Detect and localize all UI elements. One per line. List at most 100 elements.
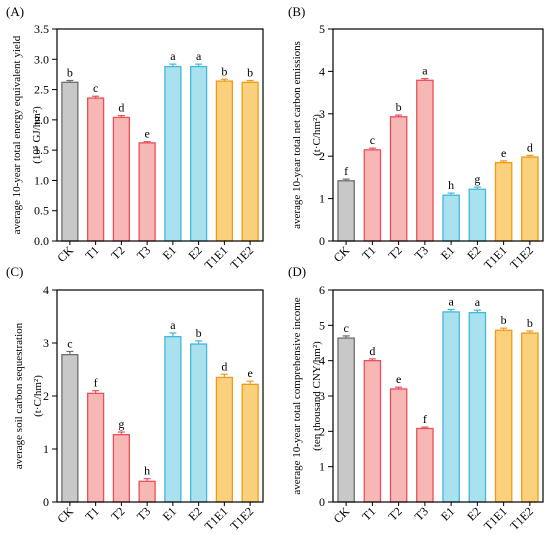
bar-t1 — [363, 360, 382, 503]
x-tick-label: T1E2 — [507, 243, 536, 272]
bar-t1 — [86, 392, 105, 503]
significance-letter: a — [170, 49, 176, 63]
bar-e1 — [442, 194, 460, 242]
y-tick-label: 1 — [319, 192, 325, 206]
significance-letter: b — [247, 65, 253, 79]
panel-d: (D) 0 1 2 3 4 5 6 average 10-year total comprehe… — [288, 264, 544, 533]
x-tick-label: T1E2 — [227, 504, 256, 533]
y-axis-unit: (t·C/hm²) — [311, 114, 323, 156]
x-tick-label: T2 — [108, 504, 127, 523]
y-axis-label: average soil carbon sequestration — [13, 322, 25, 469]
bar-t2 — [389, 116, 408, 242]
bar-t1 — [86, 97, 105, 242]
x-tick-label: CK — [331, 243, 353, 265]
bar-t2 — [112, 116, 131, 242]
x-tick-label: E2 — [464, 504, 483, 523]
x-tick-label: T1E2 — [227, 243, 256, 272]
x-tick-label: CK — [54, 243, 76, 265]
bar-t3 — [138, 142, 156, 242]
x-tick-label: T1E1 — [481, 243, 510, 272]
significance-letter: e — [247, 366, 252, 380]
bar-e2 — [468, 311, 487, 503]
bar-t1e2 — [521, 332, 539, 503]
significance-letter: a — [422, 64, 428, 78]
bar-t1e2 — [241, 81, 259, 242]
significance-letter: g — [474, 172, 480, 186]
y-axis-unit: (t·C/hm²) — [32, 375, 44, 417]
panel-label: (B) — [288, 4, 305, 19]
x-tick-label: T3 — [412, 504, 431, 523]
bar-e1 — [164, 65, 182, 242]
bar-t1e2 — [241, 383, 259, 503]
x-tick-label: T2 — [385, 504, 404, 523]
significance-letter: a — [170, 318, 176, 332]
significance-letter: c — [93, 81, 98, 95]
y-axis-unit: (ten thousand CNY/hm²) — [311, 341, 323, 451]
significance-letter: b — [196, 326, 202, 340]
significance-letter: d — [527, 140, 533, 154]
significance-letter: a — [448, 294, 454, 308]
x-tick-label: T2 — [385, 243, 404, 262]
significance-letter: f — [423, 412, 427, 426]
x-tick-label: T1E1 — [202, 504, 231, 533]
significance-letter: g — [118, 417, 124, 431]
y-tick-label: 2.0 — [34, 113, 49, 127]
plot-frame — [332, 28, 544, 242]
y-tick-label: 3 — [43, 336, 49, 350]
y-tick-label: 3 — [319, 389, 325, 403]
significance-letter: a — [475, 295, 481, 309]
bar-t1e1 — [215, 376, 234, 503]
bar-t1 — [363, 149, 382, 242]
significance-letter: d — [118, 101, 124, 115]
panel-label: (A) — [6, 4, 24, 19]
significance-letter: c — [343, 321, 348, 335]
plot-frame — [56, 28, 264, 242]
y-tick-label: 3 — [319, 107, 325, 121]
panel-c: (C) 0 1 2 3 4 average soil carbon sequestratio… — [6, 264, 264, 533]
x-tick-label: CK — [331, 504, 353, 526]
bar-t1e2 — [521, 156, 539, 242]
x-tick-label: E1 — [160, 504, 179, 523]
significance-letter: f — [94, 376, 98, 390]
bar-t3 — [138, 480, 156, 503]
y-tick-label: 2 — [43, 389, 49, 403]
x-tick-label: T1E1 — [481, 504, 510, 533]
significance-letter: e — [396, 372, 401, 386]
y-tick-label: 0 — [43, 495, 49, 509]
y-axis-label: average 10-year total comprehensive inco… — [291, 297, 303, 494]
y-tick-label: 1.5 — [34, 143, 49, 157]
significance-letter: e — [144, 127, 149, 141]
bar-e1 — [164, 335, 182, 503]
bar-ck — [337, 337, 355, 503]
y-tick-label: 1.0 — [34, 173, 49, 187]
x-tick-label: T1E2 — [507, 504, 536, 533]
y-tick-label: 4 — [43, 283, 49, 297]
bar-ck — [61, 354, 79, 503]
y-tick-label: 0.5 — [34, 204, 49, 218]
y-tick-label: 3.0 — [34, 52, 49, 66]
significance-letter: h — [448, 178, 454, 192]
significance-letter: d — [221, 359, 227, 373]
significance-letter: b — [221, 64, 227, 78]
panel-a: (A) 0.0 0.5 1.0 1.5 2.0 2.5 3.0 3.5 average 10-ye… — [6, 4, 264, 272]
x-tick-label: T1 — [82, 504, 101, 523]
y-tick-label: 4 — [319, 64, 325, 78]
bar-t1e1 — [215, 80, 234, 242]
y-tick-label: 2 — [319, 424, 325, 438]
y-tick-label: 2.5 — [34, 83, 49, 97]
y-tick-label: 3.5 — [34, 22, 49, 36]
significance-letter: h — [144, 464, 150, 478]
bar-e2 — [189, 343, 208, 503]
significance-letter: f — [344, 164, 348, 178]
x-tick-label: E2 — [464, 243, 483, 262]
significance-letter: e — [501, 146, 506, 160]
bar-t3 — [416, 427, 434, 503]
y-axis-label: average 10-year total energy equivalent … — [11, 35, 23, 234]
x-tick-label: E1 — [438, 504, 457, 523]
bar-e2 — [189, 65, 208, 242]
y-tick-label: 0 — [319, 234, 325, 248]
y-tick-label: 2 — [319, 149, 325, 163]
x-tick-label: CK — [54, 504, 76, 526]
y-tick-label: 5 — [319, 318, 325, 332]
